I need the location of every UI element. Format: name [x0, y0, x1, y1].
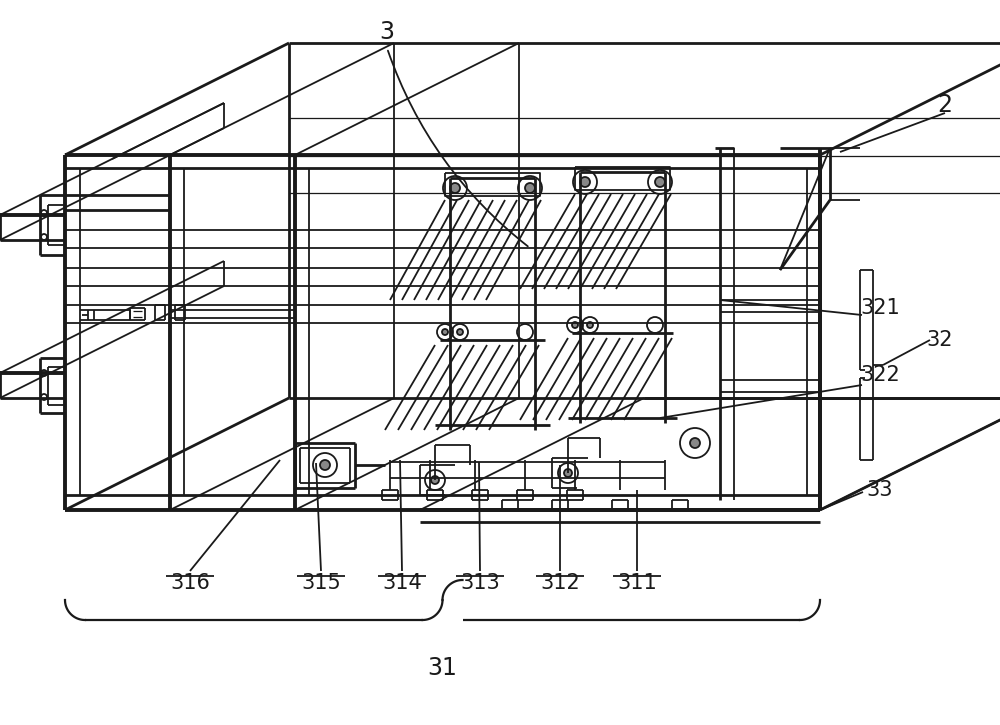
Circle shape: [572, 322, 578, 328]
Text: 314: 314: [382, 573, 422, 593]
Circle shape: [442, 329, 448, 335]
Circle shape: [450, 183, 460, 193]
Text: 31: 31: [428, 656, 457, 680]
Text: 322: 322: [860, 365, 900, 385]
Circle shape: [655, 177, 665, 187]
Circle shape: [457, 329, 463, 335]
Text: 315: 315: [301, 573, 341, 593]
Circle shape: [431, 476, 439, 484]
Circle shape: [690, 438, 700, 448]
Circle shape: [587, 322, 593, 328]
Text: 313: 313: [460, 573, 500, 593]
Text: 32: 32: [927, 330, 953, 350]
Text: 2: 2: [938, 93, 952, 117]
Circle shape: [525, 183, 535, 193]
Text: 311: 311: [617, 573, 657, 593]
Text: 316: 316: [170, 573, 210, 593]
Circle shape: [320, 460, 330, 470]
Circle shape: [564, 469, 572, 477]
Text: 312: 312: [540, 573, 580, 593]
Text: 321: 321: [860, 298, 900, 318]
Text: 33: 33: [867, 480, 893, 500]
Circle shape: [580, 177, 590, 187]
Text: 3: 3: [380, 20, 394, 44]
